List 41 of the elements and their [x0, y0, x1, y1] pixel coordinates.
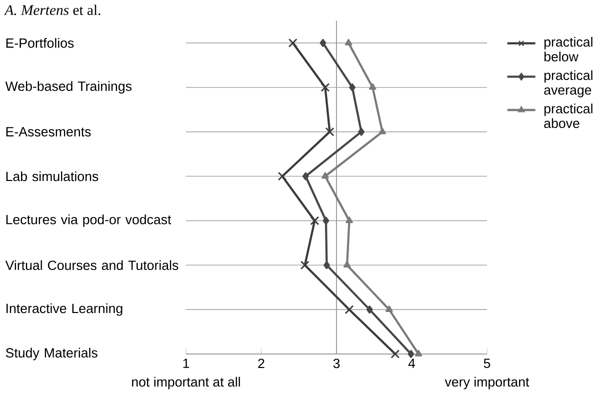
- x-tick-label: 5: [484, 358, 490, 368]
- y-tick-label: Interactive Learning: [6, 303, 122, 316]
- y-tick-label: Lectures via pod-or vodcast: [6, 214, 172, 227]
- point: [414, 350, 422, 356]
- y-tick-label: E-Portfolios: [6, 38, 74, 48]
- point: [343, 261, 351, 268]
- y-tick-label: E-Assesments: [6, 127, 91, 136]
- point: [366, 305, 373, 314]
- point: [323, 261, 330, 270]
- point: [310, 216, 320, 226]
- y-tick-label: Virtual Courses and Tutorials: [5, 260, 178, 270]
- point: [322, 172, 329, 179]
- x-tick-label: 3: [333, 358, 340, 368]
- y-tick-label: Study Materials: [6, 348, 98, 360]
- y-tick-label: Lab simulations: [6, 171, 98, 182]
- text: not important at all: [132, 376, 240, 390]
- point: [408, 350, 414, 358]
- point: [325, 127, 334, 136]
- point: [288, 38, 298, 48]
- legend-label: practical above: [544, 104, 592, 128]
- x-tick-label: 4: [408, 358, 416, 368]
- point: [386, 305, 393, 312]
- point: [358, 128, 365, 136]
- point: [300, 260, 310, 270]
- x-tick-label: 2: [258, 358, 264, 368]
- point: [322, 216, 330, 225]
- point: [368, 83, 376, 90]
- point: [278, 172, 287, 181]
- point: [349, 83, 356, 92]
- point: [344, 305, 354, 314]
- point: [344, 38, 352, 46]
- text: A. Mertens et al.: [4, 4, 100, 16]
- x-tick-label: 1: [183, 358, 190, 368]
- y-tick-label: Web-based Trainings: [5, 81, 132, 94]
- point: [320, 82, 330, 92]
- point: [390, 350, 400, 359]
- text: very important: [444, 376, 530, 390]
- point: [320, 38, 326, 48]
- point: [378, 128, 386, 134]
- point: [302, 172, 309, 180]
- point: [346, 216, 353, 224]
